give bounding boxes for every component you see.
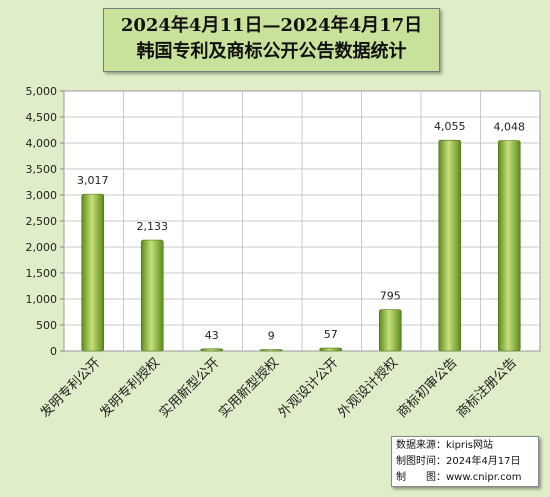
source-note-line3: 制 图：www.cnipr.com bbox=[396, 472, 522, 483]
x-tick-label: 发明专利授权 bbox=[97, 355, 163, 421]
x-tick-label: 外观设计授权 bbox=[335, 355, 401, 421]
y-tick-label: 500 bbox=[36, 319, 57, 332]
data-label: 2,133 bbox=[137, 220, 169, 233]
bar bbox=[438, 139, 462, 352]
data-label: 4,055 bbox=[434, 120, 466, 133]
x-tick-label: 发明专利公开 bbox=[37, 355, 103, 421]
y-tick-label: 3,000 bbox=[26, 189, 58, 202]
chart-title-line2: 韩国专利及商标公开公告数据统计 bbox=[136, 41, 407, 62]
x-tick-label: 实用新型公开 bbox=[156, 355, 222, 421]
x-tick-label: 外观设计公开 bbox=[276, 355, 342, 421]
y-tick-label: 3,500 bbox=[26, 163, 58, 176]
bar bbox=[81, 193, 105, 352]
data-label: 43 bbox=[205, 329, 219, 342]
bar bbox=[497, 140, 521, 352]
data-label: 795 bbox=[380, 290, 401, 303]
chart-title-line1: 2024年4月11日—2024年4月17日 bbox=[120, 15, 423, 36]
data-label: 3,017 bbox=[77, 174, 109, 187]
data-label: 9 bbox=[268, 330, 275, 343]
y-tick-label: 2,000 bbox=[26, 241, 58, 254]
y-tick-label: 0 bbox=[50, 345, 57, 358]
y-tick-label: 1,000 bbox=[26, 293, 58, 306]
chart-title: 2024年4月11日—2024年4月17日 韩国专利及商标公开公告数据统计 bbox=[103, 8, 440, 72]
y-tick-label: 2,500 bbox=[26, 215, 58, 228]
bar bbox=[319, 347, 343, 352]
data-label: 57 bbox=[324, 328, 338, 341]
bar bbox=[378, 309, 402, 352]
x-tick-label: 商标注册公告 bbox=[454, 355, 520, 421]
source-note: 数据来源：kipris网站 制图时间：2024年4月17日 制 图：www.cn… bbox=[391, 436, 539, 487]
x-tick-label: 实用新型授权 bbox=[216, 355, 282, 421]
data-label: 4,048 bbox=[494, 121, 526, 134]
y-tick-label: 4,000 bbox=[26, 137, 58, 150]
y-tick-label: 4,500 bbox=[26, 111, 58, 124]
source-note-line1: 数据来源：kipris网站 bbox=[396, 440, 494, 451]
source-note-line2: 制图时间：2024年4月17日 bbox=[396, 456, 521, 467]
bar bbox=[259, 349, 283, 352]
y-tick-label: 5,000 bbox=[26, 85, 58, 98]
x-tick-label: 商标初审公告 bbox=[395, 355, 461, 421]
y-tick-label: 1,500 bbox=[26, 267, 58, 280]
bar bbox=[200, 348, 224, 352]
bar bbox=[140, 239, 164, 352]
